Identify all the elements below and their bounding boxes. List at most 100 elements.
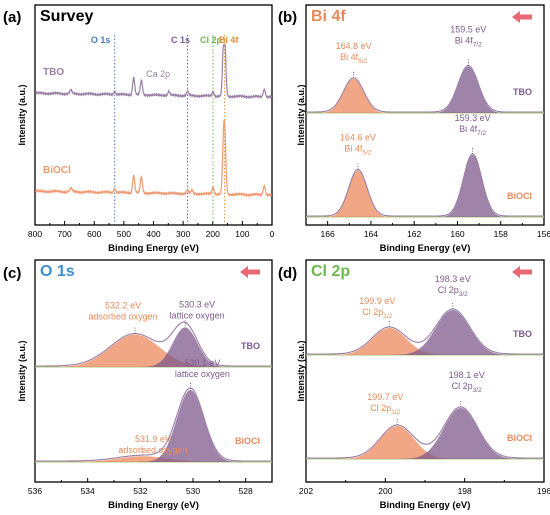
- x-tick-label: 198: [458, 486, 472, 496]
- peak-component-area: [306, 408, 544, 459]
- peak-name-label: Bi 4f7/2: [459, 124, 486, 137]
- panel-title: Cl 2p: [311, 263, 350, 280]
- peak-name-label: Cl 2p1/2: [370, 403, 400, 416]
- marker-label: C 1s: [171, 35, 190, 45]
- series-label: TBO: [43, 67, 64, 78]
- fit-envelope: [306, 406, 544, 459]
- peak-name-label: Bi 4f7/2: [455, 36, 482, 49]
- peak-component-area: [306, 310, 544, 355]
- x-tick-label: 100: [235, 229, 249, 239]
- peak-name-label: Cl 2p3/2: [452, 381, 482, 394]
- panel-c: (c) Intensity (a.u.) 536 534 532 530 528 Bindin…: [3, 259, 273, 511]
- peak-name-label: adsorbed oxygen: [89, 312, 158, 322]
- x-tick-label: 202: [299, 486, 313, 496]
- panel-b: (b) Intensity (a.u.) 166 164 162 160 158 156 Bin…: [278, 4, 550, 254]
- left-arrow-icon: [512, 11, 532, 23]
- panel-label: (c): [3, 265, 21, 282]
- panel-title: O 1s: [40, 263, 75, 280]
- x-tick-label: 500: [117, 229, 131, 239]
- series-label: TBO: [241, 341, 260, 351]
- peak-name-label: adsorbed oxygen: [118, 445, 187, 455]
- marker-label: O 1s: [91, 35, 111, 45]
- series-label: BiOCl: [507, 191, 532, 201]
- panel-title: Survey: [40, 8, 93, 25]
- peak-component-area: [306, 66, 544, 113]
- panel-a: (a) Intensity (a.u.) 800 700 600 500 400 300 200…: [3, 4, 275, 254]
- x-tick-label: 196: [537, 486, 550, 496]
- panel-d: (d) Intensity (a.u.) 202 200 198 196 Binding E…: [278, 259, 550, 511]
- x-tick-label: 532: [133, 486, 147, 496]
- plot-frame: [34, 259, 273, 483]
- peak-energy-label: 530.3 eV: [179, 299, 215, 309]
- peak-name-label: Bi 4f5/2: [344, 144, 371, 157]
- peak-energy-label: 164.8 eV: [336, 41, 372, 51]
- x-tick-label: 160: [450, 229, 464, 239]
- peak-energy-label: 198.1 eV: [449, 370, 485, 380]
- x-axis-label: Binding Energy (eV): [380, 243, 471, 254]
- arrow-shaft: [518, 269, 532, 275]
- x-tick-label: 600: [87, 229, 101, 239]
- x-tick-label: 156: [537, 229, 550, 239]
- peak-component-area: [306, 328, 544, 355]
- series-label: BiOCl: [43, 165, 71, 176]
- series-label: BiOCl: [507, 433, 532, 443]
- x-tick-label: 158: [494, 229, 508, 239]
- peak-component-area: [306, 170, 544, 217]
- fit-envelope: [35, 321, 272, 367]
- peak-energy-label: 531.9 eV: [135, 434, 171, 444]
- peak-name-label: Bi 4f5/2: [340, 52, 367, 65]
- peak-component-area: [35, 334, 272, 367]
- panel-label: (b): [278, 9, 297, 26]
- y-axis-label: Intensity (a.u.): [17, 84, 27, 145]
- x-tick-label: 162: [407, 229, 421, 239]
- x-tick-label: 166: [321, 229, 335, 239]
- peak-component-area: [306, 426, 544, 459]
- x-tick-label: 700: [58, 229, 72, 239]
- panel-label: (d): [278, 265, 297, 282]
- left-arrow-icon: [240, 266, 260, 278]
- x-tick-label: 536: [28, 486, 42, 496]
- marker-label: Bi 4f: [219, 35, 240, 45]
- x-tick-label: 200: [378, 486, 392, 496]
- y-axis-label: Intensity (a.u.): [17, 340, 27, 401]
- peak-energy-label: 532.2 eV: [105, 301, 141, 311]
- peak-energy-label: 199.9 eV: [359, 296, 395, 306]
- annotation-label: Ca 2p: [146, 69, 170, 79]
- peak-name-label: lattice oxygen: [175, 369, 230, 379]
- peak-energy-label: 198.3 eV: [435, 274, 471, 284]
- peak-component-area: [306, 78, 544, 113]
- panel-title: Bi 4f: [311, 8, 346, 25]
- peak-name-label: lattice oxygen: [170, 310, 225, 320]
- peak-energy-label: 159.3 eV: [455, 113, 491, 123]
- x-tick-label: 534: [81, 486, 95, 496]
- x-tick-label: 400: [146, 229, 160, 239]
- peak-component-area: [306, 155, 544, 217]
- x-axis-label: Binding Energy (eV): [108, 500, 199, 511]
- x-tick-label: 200: [206, 229, 220, 239]
- panel-label: (a): [3, 9, 21, 26]
- peak-component-area: [35, 456, 272, 462]
- series-label: BiOCl: [235, 436, 260, 446]
- fit-envelope: [306, 308, 544, 355]
- series-line-tbo: [34, 44, 273, 100]
- series-label: TBO: [513, 329, 532, 339]
- arrow-shaft: [518, 14, 532, 20]
- peak-name-label: Cl 2p1/2: [362, 307, 392, 320]
- fit-envelope: [306, 153, 544, 217]
- x-tick-label: 530: [186, 486, 200, 496]
- plot-frame: [305, 259, 545, 483]
- x-tick-label: 164: [364, 229, 378, 239]
- x-axis-label: Binding Energy (eV): [380, 500, 471, 511]
- y-axis-label: Intensity (a.u.): [296, 84, 306, 145]
- arrow-head: [512, 11, 520, 23]
- arrow-head: [512, 266, 520, 278]
- series-line-biocl: [34, 119, 273, 198]
- fit-envelope: [306, 64, 544, 113]
- y-axis-label: Intensity (a.u.): [296, 340, 306, 401]
- x-tick-label: 0: [270, 229, 275, 239]
- peak-energy-label: 530.1 eV: [184, 358, 220, 368]
- plot-frame: [305, 4, 545, 226]
- peak-energy-label: 159.5 eV: [450, 25, 486, 35]
- peak-energy-label: 199.7 eV: [367, 392, 403, 402]
